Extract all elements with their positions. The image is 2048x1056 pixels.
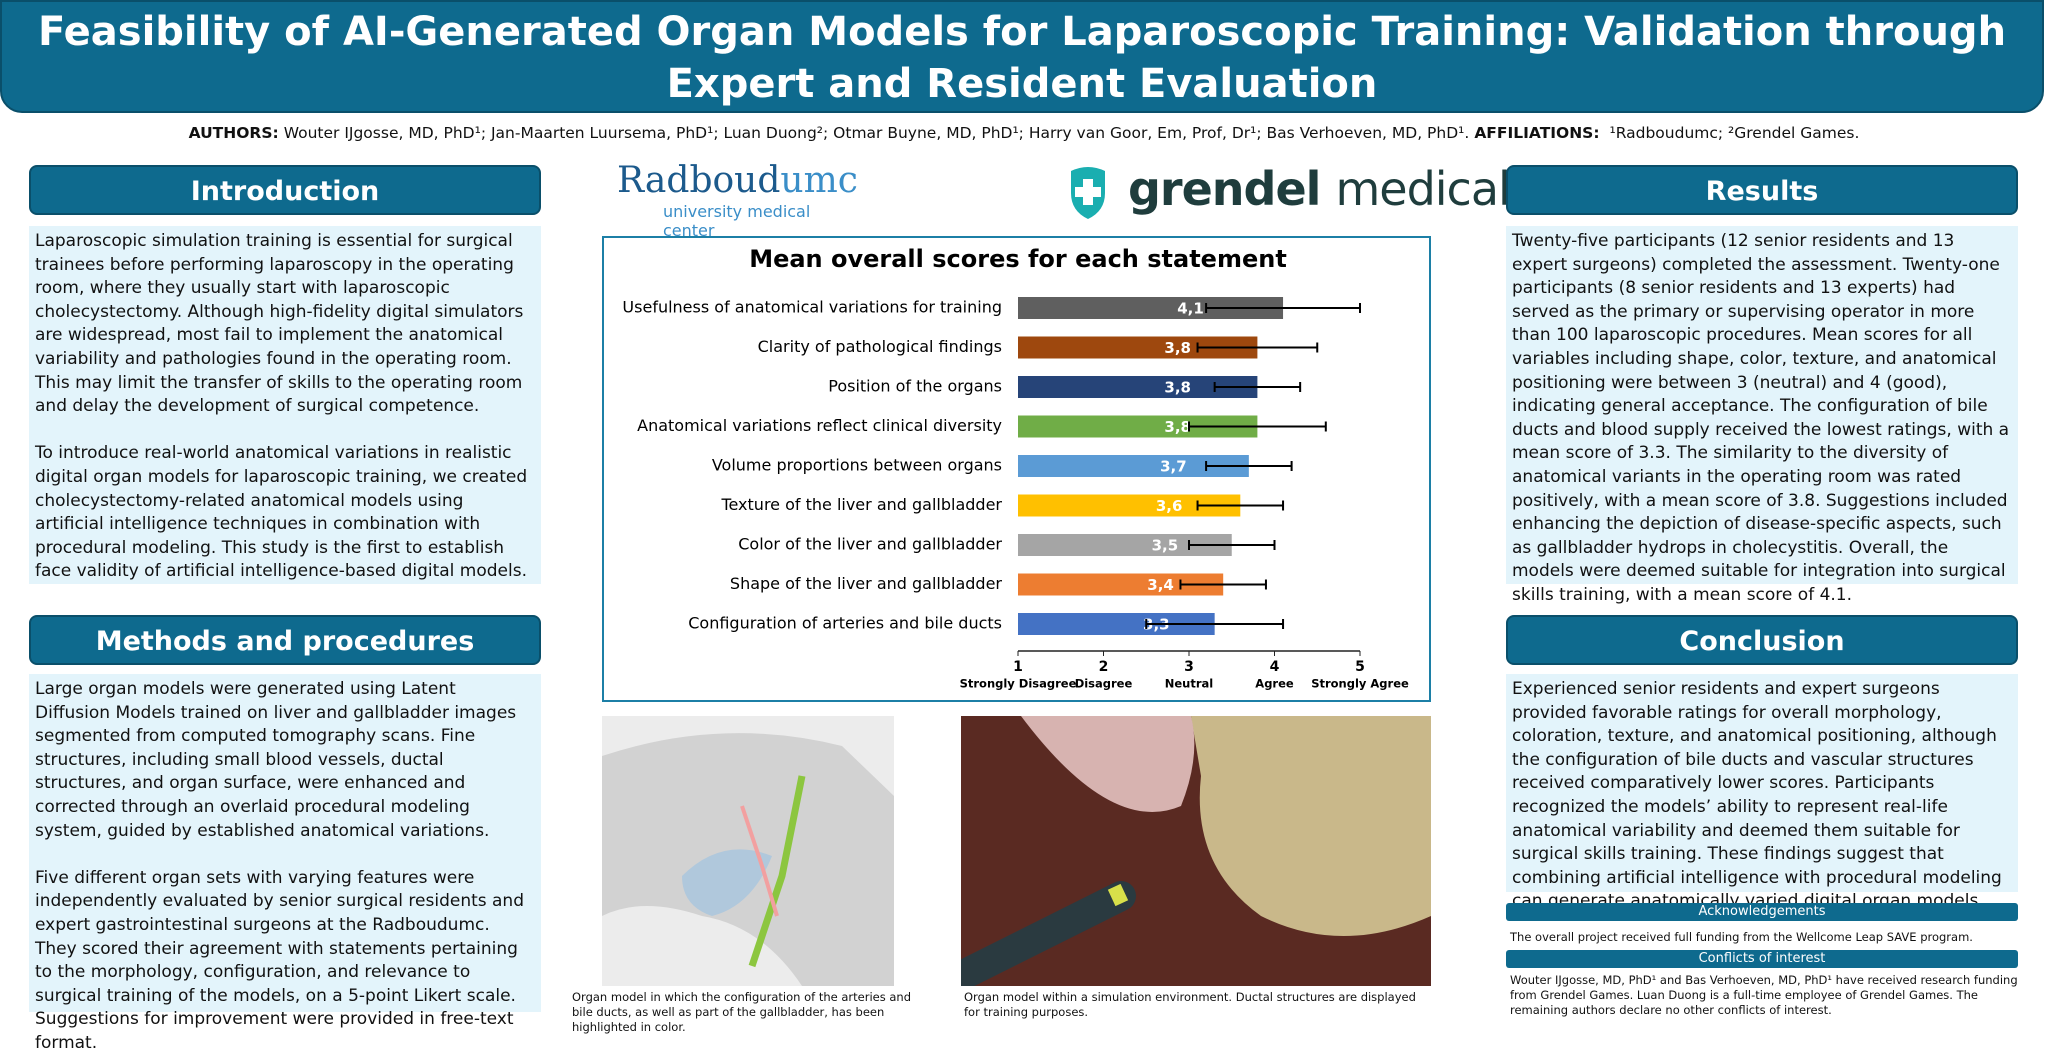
- bar: [1018, 455, 1249, 477]
- bar: [1018, 494, 1241, 517]
- paragraph: To introduce real-world anatomical varia…: [35, 443, 528, 582]
- figure-image: [602, 716, 894, 986]
- affiliations: ¹Radboudumc; ²Grendel Games.: [1609, 124, 1860, 142]
- value-label: 3,8: [1164, 339, 1191, 357]
- value-label: 3,8: [1164, 379, 1191, 397]
- chart: Mean overall scores for each statement 1…: [602, 236, 1431, 702]
- x-tick-description: Strongly Disagree: [960, 677, 1077, 691]
- paragraph: Twenty-five participants (12 senior resi…: [1512, 231, 2010, 605]
- figure-image: [961, 716, 1431, 986]
- error-bar: [1196, 342, 1319, 353]
- section-heading: Results: [1506, 165, 2018, 215]
- error-bar: [1188, 421, 1327, 432]
- subsection-bar: Acknowledgements: [1506, 903, 2018, 921]
- x-tick-description: Disagree: [1075, 677, 1133, 691]
- authors-label: AUTHORS:: [188, 124, 279, 142]
- error-bar: [1179, 579, 1267, 590]
- bar: [1018, 613, 1215, 635]
- section-heading: Methods and procedures: [29, 615, 541, 665]
- category-label: Clarity of pathological findings: [758, 337, 1002, 356]
- paragraph: Five different organ sets with varying f…: [35, 867, 524, 1053]
- x-tick-description: Agree: [1255, 677, 1294, 691]
- text-box: Large organ models were generated using …: [29, 674, 541, 1053]
- figure-caption: Organ model within a simulation environm…: [964, 990, 1416, 1019]
- category-label: Anatomical variations reflect clinical d…: [637, 416, 1002, 435]
- logo-text: grendel: [1128, 162, 1321, 216]
- error-bar: [1188, 540, 1276, 550]
- value-label: 3,8: [1164, 418, 1191, 436]
- authors-line: AUTHORS: Wouter IJgosse, MD, PhD¹; Jan-Ma…: [0, 124, 2048, 142]
- error-bar: [1205, 303, 1361, 313]
- bar: [1018, 376, 1258, 398]
- authors: Wouter IJgosse, MD, PhD¹; Jan-Maarten Lu…: [283, 124, 1470, 142]
- x-tick-label: 5: [1355, 659, 1365, 675]
- error-bar: [1205, 461, 1293, 471]
- error-bar: [1145, 619, 1285, 629]
- paragraph: Large organ models were generated using …: [35, 679, 517, 841]
- x-tick-label: 2: [1099, 659, 1109, 675]
- value-label: 3,4: [1147, 576, 1174, 594]
- x-tick-description: Neutral: [1165, 677, 1213, 691]
- text-box: Twenty-five participants (12 senior resi…: [1506, 226, 2018, 605]
- logo-text: Radboud: [617, 160, 781, 201]
- value-label: 3,6: [1156, 497, 1183, 515]
- logo-text: umc: [780, 160, 858, 201]
- paragraph: Laparoscopic simulation training is esse…: [35, 231, 524, 417]
- chart-title: Mean overall scores for each statement: [749, 245, 1287, 273]
- value-label: 3,7: [1160, 458, 1187, 476]
- value-label: 4,1: [1177, 300, 1204, 318]
- grendel-icon: [1071, 167, 1105, 219]
- category-label: Color of the liver and gallbladder: [738, 535, 1002, 554]
- value-label: 3,5: [1152, 537, 1179, 555]
- category-label: Configuration of arteries and bile ducts: [688, 614, 1002, 633]
- text-box: Laparoscopic simulation training is esse…: [29, 226, 541, 584]
- subsection-bar: Conflicts of interest: [1506, 950, 2018, 968]
- small-text: Wouter IJgosse, MD, PhD¹ and Bas Verhoev…: [1510, 973, 2018, 1017]
- grendel-logo: grendel medical: [1128, 162, 1511, 216]
- x-tick-label: 1: [1013, 659, 1023, 675]
- category-label: Position of the organs: [828, 377, 1002, 396]
- category-label: Texture of the liver and gallbladder: [720, 495, 1002, 514]
- bar: [1018, 534, 1232, 556]
- small-text: The overall project received full fundin…: [1510, 930, 1973, 944]
- bar: [1018, 415, 1258, 438]
- text-box: Experienced senior residents and expert …: [1506, 674, 2018, 911]
- bar: [1018, 573, 1224, 596]
- title-banner: Feasibility of AI-Generated Organ Models…: [0, 0, 2044, 113]
- bar: [1018, 297, 1284, 319]
- section-heading: Conclusion: [1506, 615, 2018, 665]
- radboud-logo: Radboudumc university medical center: [617, 160, 858, 240]
- category-label: Shape of the liver and gallbladder: [730, 574, 1003, 593]
- x-tick-label: 4: [1270, 659, 1280, 675]
- paragraph: Experienced senior residents and expert …: [1512, 679, 2002, 912]
- affiliations-label: AFFILIATIONS:: [1474, 124, 1600, 142]
- x-tick-description: Strongly Agree: [1311, 677, 1409, 691]
- error-bar: [1213, 382, 1302, 392]
- figure-caption: Organ model in which the configuration o…: [572, 990, 912, 1034]
- x-tick-label: 3: [1184, 659, 1194, 675]
- bar: [1018, 336, 1258, 359]
- category-label: Usefulness of anatomical variations for …: [622, 298, 1002, 317]
- logo-text: medical: [1335, 162, 1510, 216]
- logo-subtext: university medical center: [663, 202, 811, 240]
- section-heading: Introduction: [29, 165, 541, 215]
- title: Feasibility of AI-Generated Organ Models…: [37, 9, 2007, 107]
- error-bar: [1196, 500, 1285, 511]
- category-label: Volume proportions between organs: [712, 456, 1002, 475]
